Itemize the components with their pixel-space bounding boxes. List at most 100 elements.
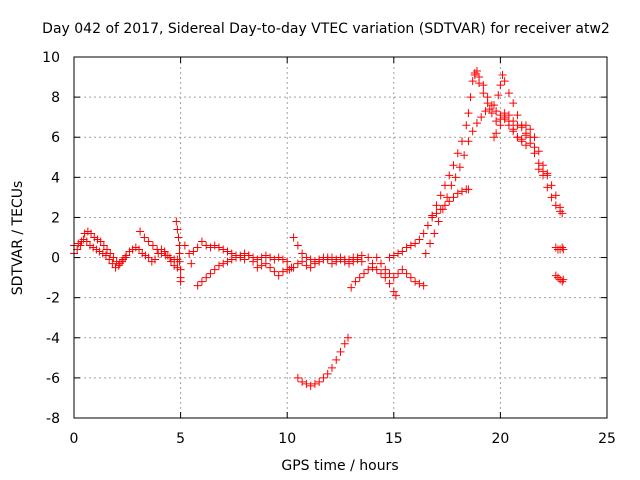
y-tick-label: -8 [46, 411, 60, 427]
data-point [306, 263, 315, 272]
data-point [144, 253, 153, 262]
data-point [349, 257, 358, 266]
data-point [558, 209, 567, 218]
data-point [509, 125, 518, 134]
data-point [176, 265, 185, 274]
data-point [298, 377, 307, 386]
y-tick-label: 8 [51, 90, 60, 106]
data-point [447, 181, 456, 190]
data-point [274, 253, 283, 262]
data-point [534, 147, 543, 156]
data-point [355, 273, 364, 282]
data-point [464, 137, 473, 146]
x-tick-label: 5 [176, 431, 185, 447]
data-point [483, 99, 492, 108]
data-point [513, 121, 522, 130]
tick-layer [73, 56, 608, 419]
data-point [306, 255, 315, 264]
data-point [214, 243, 223, 252]
data-point [189, 247, 198, 256]
data-point [430, 229, 439, 238]
data-point [462, 121, 471, 130]
data-point [479, 81, 488, 90]
data-point [315, 255, 324, 264]
sat-track-o [490, 113, 552, 178]
data-point [504, 89, 513, 98]
data-point [472, 119, 481, 128]
x-axis-label: GPS time / hours [281, 458, 398, 474]
data-point [479, 89, 488, 98]
data-point [419, 229, 428, 238]
data-point [99, 241, 108, 250]
data-point [140, 233, 149, 242]
data-point [174, 233, 183, 242]
data-point [464, 109, 473, 118]
data-point [377, 259, 386, 268]
data-point [302, 379, 311, 388]
data-point [432, 209, 441, 218]
data-point [440, 201, 449, 210]
data-point [353, 253, 362, 262]
data-point [193, 281, 202, 290]
data-point [135, 245, 144, 254]
data-point [319, 373, 328, 382]
x-tick-label: 15 [385, 431, 403, 447]
data-point [436, 191, 445, 200]
data-point [423, 221, 432, 230]
data-point [521, 141, 530, 150]
data-point [559, 275, 568, 284]
sat-track-c [136, 227, 182, 264]
data-point [332, 257, 341, 266]
data-point [389, 273, 398, 282]
data-point [161, 251, 170, 260]
data-point [398, 247, 407, 256]
data-point [175, 257, 184, 266]
data-point [96, 237, 105, 246]
data-point [453, 189, 462, 198]
sat-track-d [172, 217, 196, 286]
data-point [364, 253, 373, 262]
data-point [289, 233, 298, 242]
data-point [343, 333, 352, 342]
sat-track-b [70, 235, 130, 272]
data-point [249, 257, 258, 266]
sat-track-m [470, 71, 565, 212]
data-point [543, 183, 552, 192]
data-point [509, 99, 518, 108]
data-point [117, 257, 126, 266]
data-point [492, 107, 501, 116]
data-point [490, 101, 499, 110]
data-point [336, 347, 345, 356]
data-point [257, 261, 266, 270]
data-point [148, 241, 157, 250]
data-point [385, 269, 394, 278]
data-point [372, 253, 381, 262]
data-point [153, 245, 162, 254]
data-point [101, 251, 110, 260]
data-point [492, 117, 501, 126]
data-point [266, 253, 275, 262]
data-point [136, 227, 145, 236]
data-point [232, 253, 241, 262]
data-point [151, 255, 160, 264]
data-point [293, 259, 302, 268]
data-point [144, 237, 153, 246]
data-point [547, 181, 556, 190]
data-point [385, 279, 394, 288]
data-point [76, 241, 85, 250]
data-point [293, 241, 302, 250]
data-point [492, 129, 501, 138]
data-point [445, 197, 454, 206]
data-point [340, 255, 349, 264]
data-point [411, 277, 420, 286]
data-point [485, 105, 494, 114]
data-point [121, 253, 130, 262]
y-tick-label: 6 [51, 130, 60, 146]
data-point [460, 151, 469, 160]
data-point [202, 241, 211, 250]
data-point [310, 379, 319, 388]
data-point [381, 273, 390, 282]
data-point [496, 121, 505, 130]
data-point [534, 165, 543, 174]
